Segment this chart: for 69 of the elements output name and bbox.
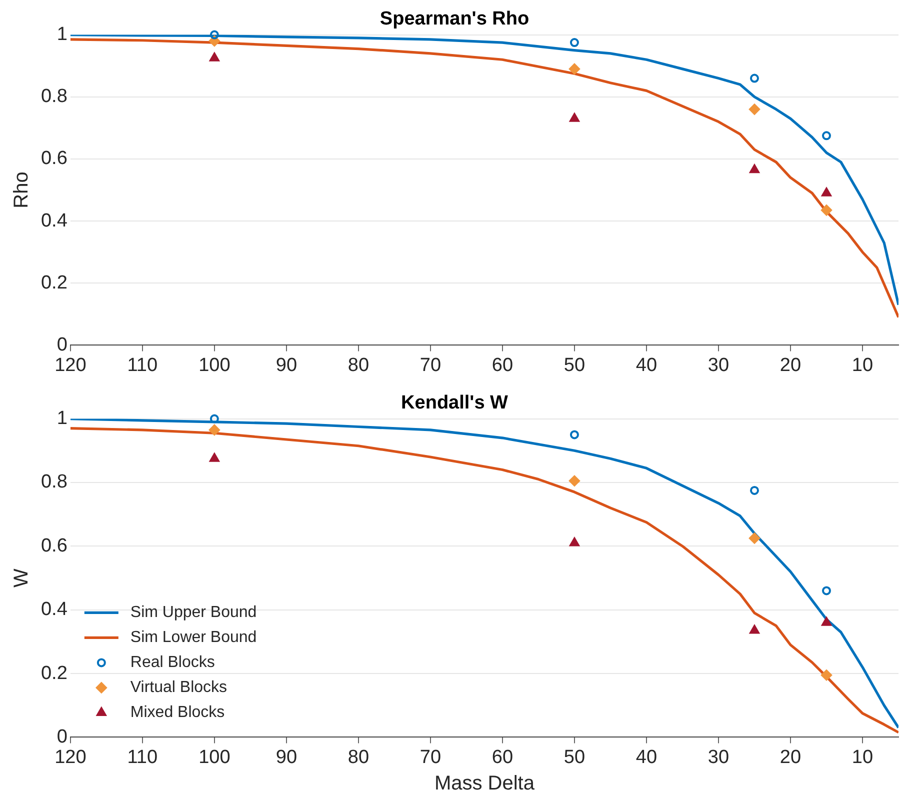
- legend-label: Virtual Blocks: [130, 679, 228, 696]
- x-tick-label: 60: [492, 746, 514, 768]
- x-tick-label: 30: [708, 354, 730, 376]
- point: [748, 104, 760, 115]
- x-tick-label: 100: [198, 746, 230, 768]
- y-tick-label: 0.2: [40, 662, 68, 684]
- x-tick-label: 10: [852, 746, 874, 768]
- y-tick-label: 0: [56, 334, 68, 356]
- point: [210, 30, 219, 40]
- point: [820, 204, 832, 216]
- point: [750, 486, 759, 495]
- point: [210, 453, 220, 462]
- y-axis-title: Rho: [10, 172, 33, 208]
- y-tick-label: 0.4: [40, 210, 68, 232]
- x-tick-label: 40: [636, 354, 658, 376]
- y-axis-title: W: [10, 568, 33, 588]
- x-tick-label: 50: [564, 746, 586, 768]
- point: [822, 617, 832, 626]
- point: [750, 164, 760, 174]
- x-tick-label: 30: [708, 746, 730, 768]
- point: [570, 113, 580, 122]
- x-tick-label: 100: [198, 354, 230, 376]
- y-tick-label: 1: [56, 24, 68, 46]
- legend-label: Mixed Blocks: [130, 704, 225, 722]
- y-tick-label: 0.6: [40, 148, 68, 170]
- x-tick-label: 40: [636, 746, 658, 768]
- y-tick-label: 0: [56, 726, 68, 748]
- x-tick-label: 120: [54, 746, 86, 768]
- x-tick-label: 60: [492, 354, 514, 376]
- y-tick-label: 0.8: [40, 472, 68, 493]
- x-tick-label: 110: [127, 746, 158, 768]
- point: [568, 475, 580, 486]
- point: [568, 63, 580, 74]
- legend-label: Sim Lower Bound: [130, 629, 257, 646]
- x-tick-label: 10: [852, 354, 874, 376]
- y-tick-label: 0.6: [40, 535, 68, 556]
- y-tick-label: 0.8: [40, 86, 68, 108]
- legend-label: Real Blocks: [130, 654, 215, 672]
- y-tick-label: 0.2: [40, 272, 68, 294]
- point: [570, 430, 579, 440]
- chart-title: Spearman's Rho: [380, 8, 530, 30]
- y-tick-label: 0.4: [40, 599, 68, 620]
- chart-title: Kendall's W: [401, 392, 508, 414]
- y-tick-label: 1: [56, 408, 68, 430]
- x-tick-label: 20: [780, 746, 802, 768]
- x-tick-label: 70: [420, 354, 442, 376]
- point: [748, 532, 760, 544]
- point: [210, 52, 220, 62]
- legend-label: Sim Upper Bound: [130, 604, 257, 622]
- point: [208, 424, 220, 436]
- point: [570, 38, 579, 48]
- point: [822, 586, 831, 596]
- x-tick-label: 120: [54, 354, 86, 376]
- point: [210, 414, 219, 424]
- x-tick-label: 80: [348, 746, 370, 768]
- x-tick-label: 20: [780, 354, 802, 376]
- point: [820, 670, 832, 681]
- x-tick-label: 110: [127, 354, 158, 376]
- point: [822, 188, 832, 196]
- x-tick-label: 90: [276, 354, 298, 376]
- point: [750, 74, 759, 83]
- point: [822, 131, 831, 140]
- point: [570, 537, 580, 546]
- x-tick-label: 90: [276, 746, 298, 768]
- x-tick-label: 80: [348, 354, 370, 376]
- x-tick-label: 50: [564, 354, 586, 376]
- point: [750, 625, 760, 634]
- x-tick-label: 70: [420, 746, 442, 768]
- x-axis-title: Mass Delta: [434, 772, 536, 795]
